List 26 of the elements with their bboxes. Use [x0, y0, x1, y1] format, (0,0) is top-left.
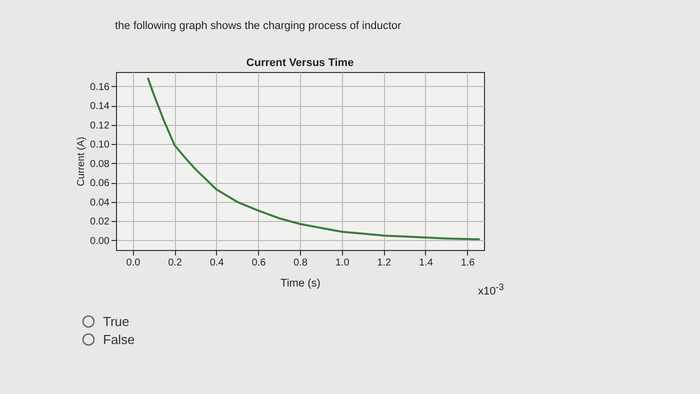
x-tick-label: 1.4 [419, 258, 434, 268]
x-tick-label: 1.2 [377, 258, 392, 268]
x-tick-label: 1.0 [335, 258, 350, 268]
text: False [103, 332, 135, 347]
x-tick-label: 0.0 [126, 258, 141, 268]
x-tick-label: 1.6 [460, 258, 476, 268]
y-axis-title: Current (A) [76, 136, 88, 186]
y-tick-label: 0.00 [90, 236, 110, 247]
text: the following graph shows the charging process of inductor [115, 20, 402, 32]
x-tick-label: 0.4 [210, 258, 224, 268]
x-tick-label: 0.2 [168, 258, 182, 268]
chart-title: Current Versus Time [246, 57, 354, 69]
y-tick-label: 0.04 [90, 197, 110, 208]
y-tick-label: 0.06 [90, 178, 110, 190]
x-tick-label: 0.6 [252, 258, 266, 268]
y-tick-label: 0.10 [90, 140, 110, 151]
y-tick-label: 0.12 [90, 120, 110, 132]
y-tick-label: 0.14 [90, 101, 110, 112]
x-axis-title: Time (s) [280, 278, 320, 290]
line-series [146, 76, 481, 240]
text: True [103, 314, 130, 329]
text: x10$^{-3}$ [478, 282, 504, 298]
y-tick-label: 0.16 [90, 82, 110, 93]
x-tick-label: 0.8 [294, 258, 308, 268]
y-tick-label: 0.08 [90, 158, 110, 170]
y-tick-label: 0.02 [90, 216, 110, 228]
